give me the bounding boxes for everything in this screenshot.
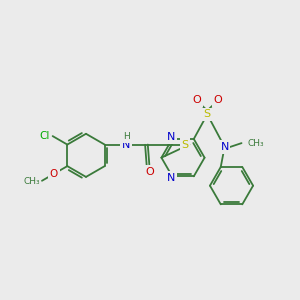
Text: S: S (181, 140, 188, 150)
Text: O: O (192, 95, 201, 106)
Text: N: N (167, 173, 175, 183)
Text: N: N (167, 132, 175, 142)
Text: O: O (50, 169, 58, 179)
Text: CH₃: CH₃ (248, 139, 264, 148)
Text: O: O (214, 95, 222, 106)
Text: O: O (145, 167, 154, 176)
Text: N: N (122, 140, 130, 150)
Text: S: S (204, 109, 211, 119)
Text: CH₃: CH₃ (23, 177, 40, 186)
Text: H: H (123, 132, 130, 141)
Text: N: N (220, 142, 229, 152)
Text: Cl: Cl (39, 131, 50, 141)
